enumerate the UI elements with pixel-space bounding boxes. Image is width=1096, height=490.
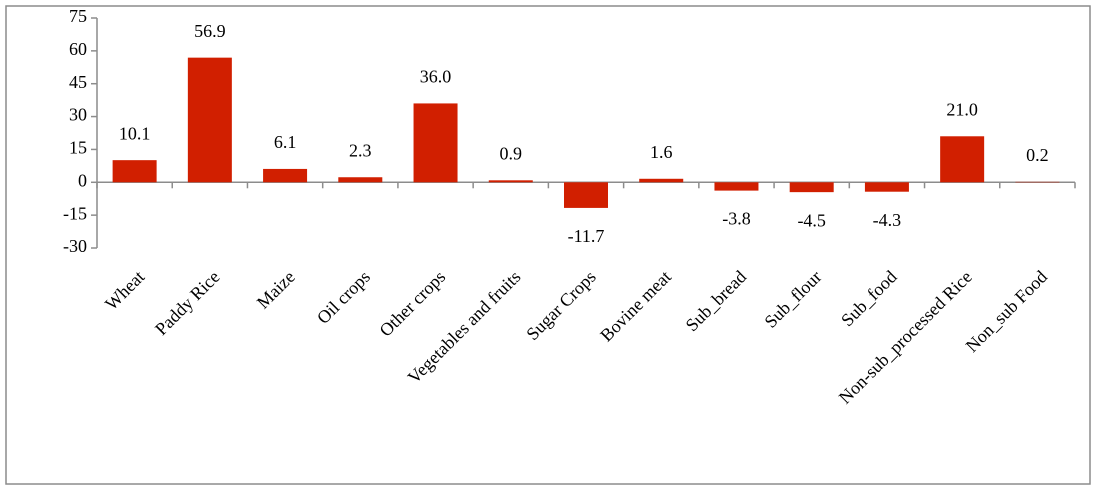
y-tick-label: -30 [63, 236, 87, 256]
x-tick-label: Sub_bread [682, 267, 751, 336]
x-tick-label: Other crops [375, 267, 449, 341]
bar [488, 180, 533, 183]
y-tick-label: 75 [69, 6, 87, 26]
bar [187, 57, 232, 183]
value-label: 0.2 [1026, 145, 1049, 165]
x-tick-label: Sub_food [837, 267, 901, 331]
x-tick-label: Oil crops [313, 267, 374, 328]
y-tick-label: -15 [63, 203, 87, 223]
chart-frame [5, 5, 1091, 485]
bar [263, 168, 308, 183]
y-tick-label: 45 [69, 72, 87, 92]
x-tick-label: Bovine meat [596, 267, 675, 346]
y-tick-label: 0 [78, 170, 87, 190]
x-tick-label: Sugar Crops [522, 267, 599, 344]
x-tick-label: Wheat [101, 267, 148, 314]
bar [639, 178, 684, 183]
bar [112, 160, 157, 183]
bar [864, 182, 909, 192]
value-label: 36.0 [420, 67, 452, 87]
bar [413, 103, 458, 183]
bar [789, 182, 834, 193]
x-tick-label: Non-sub_processed Rice [835, 267, 976, 408]
x-tick-label: Sub_flour [760, 267, 825, 332]
value-label: 2.3 [349, 140, 372, 160]
value-label: 0.9 [500, 143, 523, 163]
x-tick-label: Paddy Rice [151, 267, 223, 339]
value-label: 1.6 [650, 142, 673, 162]
x-tick-label: Maize [253, 267, 299, 313]
bar [714, 182, 759, 191]
bar [940, 136, 985, 183]
value-label: 56.9 [194, 21, 226, 41]
y-tick-label: 30 [69, 105, 87, 125]
bar [564, 182, 608, 208]
y-tick-label: 15 [69, 138, 87, 158]
value-label: -4.5 [797, 210, 826, 230]
y-tick-label: 60 [69, 39, 87, 59]
value-label: 21.0 [946, 99, 978, 119]
value-label: -3.8 [722, 209, 751, 229]
value-label: 10.1 [119, 123, 151, 143]
value-label: -4.3 [873, 210, 902, 230]
bar [338, 177, 383, 183]
value-label: 6.1 [274, 132, 297, 152]
value-label: -11.7 [568, 226, 605, 246]
